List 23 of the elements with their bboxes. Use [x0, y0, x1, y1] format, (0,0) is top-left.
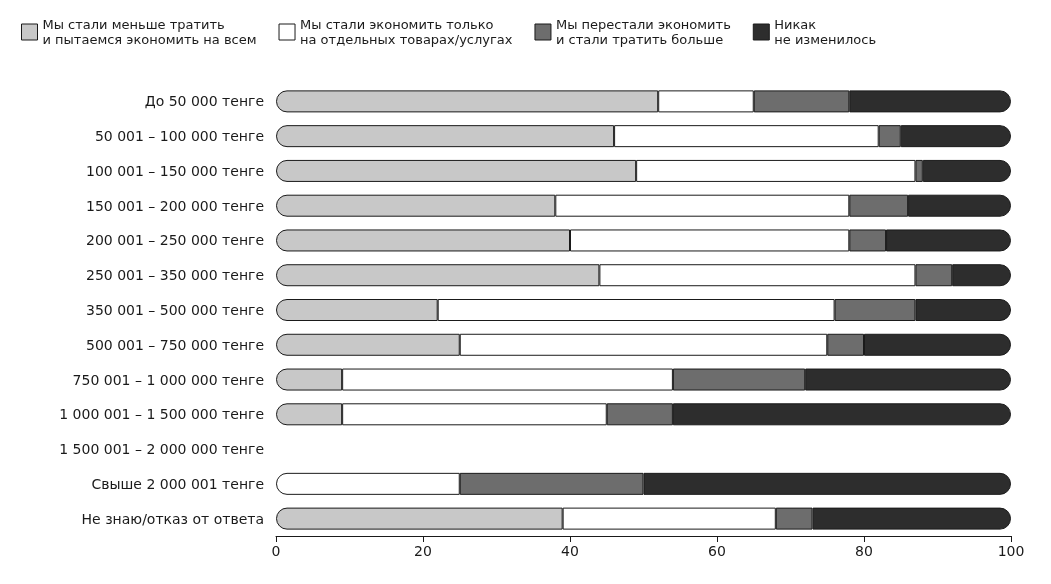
y-tick-label: До 50 000 тенге [144, 93, 264, 110]
x-tick-label: 100 [997, 543, 1025, 559]
x-tick-label: 60 [708, 543, 726, 559]
y-tick-label: 750 001 – 1 000 000 тенге [72, 371, 264, 388]
y-tick-label: 350 001 – 500 000 тенге [85, 302, 264, 318]
x-tick-label: 20 [414, 543, 432, 559]
legend-label: Никак не изменилось [774, 17, 877, 47]
y-tick-label: 1 000 001 – 1 500 000 тенге [59, 406, 264, 423]
x-tick-label: 0 [271, 543, 281, 559]
x-tick-label: 80 [855, 543, 873, 559]
legend-label: Мы перестали экономить и стали тратить больше [555, 17, 731, 47]
y-tick-label: Не знаю/отказ от ответа [81, 510, 264, 527]
legend-label: Мы стали экономить только на отдельных товарах/услугах [300, 17, 513, 47]
x-tick-label: 40 [561, 543, 579, 559]
y-tick-label: 500 001 – 750 000 тенге [85, 336, 264, 353]
y-tick-label: 100 001 – 150 000 тенге [85, 162, 264, 179]
legend-label: Мы стали меньше тратить и пытаемся экономить на всем [42, 17, 257, 47]
y-tick-label: 250 001 – 350 000 тенге [85, 267, 264, 284]
y-tick-label: 50 001 – 100 000 тенге [94, 128, 264, 145]
y-tick-label: 200 001 – 250 000 тенге [85, 232, 264, 249]
y-tick-label: 1 500 001 – 2 000 000 тенге [59, 441, 264, 458]
y-tick-label: Свыше 2 000 001 тенге [91, 475, 264, 492]
y-tick-label: 150 001 – 200 000 тенге [85, 197, 264, 214]
